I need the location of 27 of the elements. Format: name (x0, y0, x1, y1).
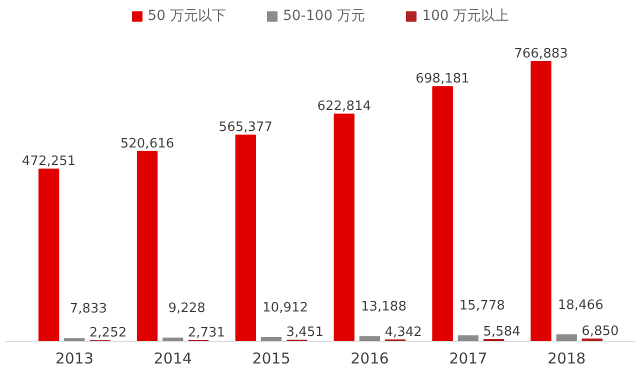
legend-label: 50 万元以下 (148, 7, 226, 25)
data-label: 3,451 (286, 325, 324, 340)
data-label: 472,251 (22, 154, 76, 170)
data-label: 10,912 (262, 300, 308, 316)
x-tick-label: 2015 (252, 350, 290, 366)
data-label: 2,252 (89, 326, 127, 341)
data-label: 622,814 (317, 99, 372, 114)
data-label: 4,342 (384, 324, 422, 340)
legend-label: 100 万元以上 (422, 7, 510, 25)
data-label: 565,377 (218, 120, 273, 136)
x-tick-label: 2014 (154, 350, 192, 366)
x-tick-label: 2018 (548, 350, 586, 366)
data-label: 18,466 (558, 298, 604, 313)
data-label: 15,778 (459, 298, 505, 314)
data-label: 5,584 (483, 324, 520, 340)
data-label: 6,850 (582, 324, 619, 339)
data-label: 9,228 (168, 301, 206, 316)
x-tick-label: 2013 (55, 350, 94, 366)
x-tick-label: 2016 (350, 350, 389, 366)
data-label: 698,181 (416, 72, 470, 87)
data-label: 766,883 (514, 46, 568, 62)
data-label: 7,833 (70, 302, 108, 317)
x-tick-label: 2017 (449, 350, 488, 366)
legend-label: 50-100 万元 (283, 7, 366, 25)
data-label: 13,188 (360, 300, 406, 315)
data-label: 2,731 (188, 326, 226, 341)
data-label: 520,616 (120, 136, 174, 152)
